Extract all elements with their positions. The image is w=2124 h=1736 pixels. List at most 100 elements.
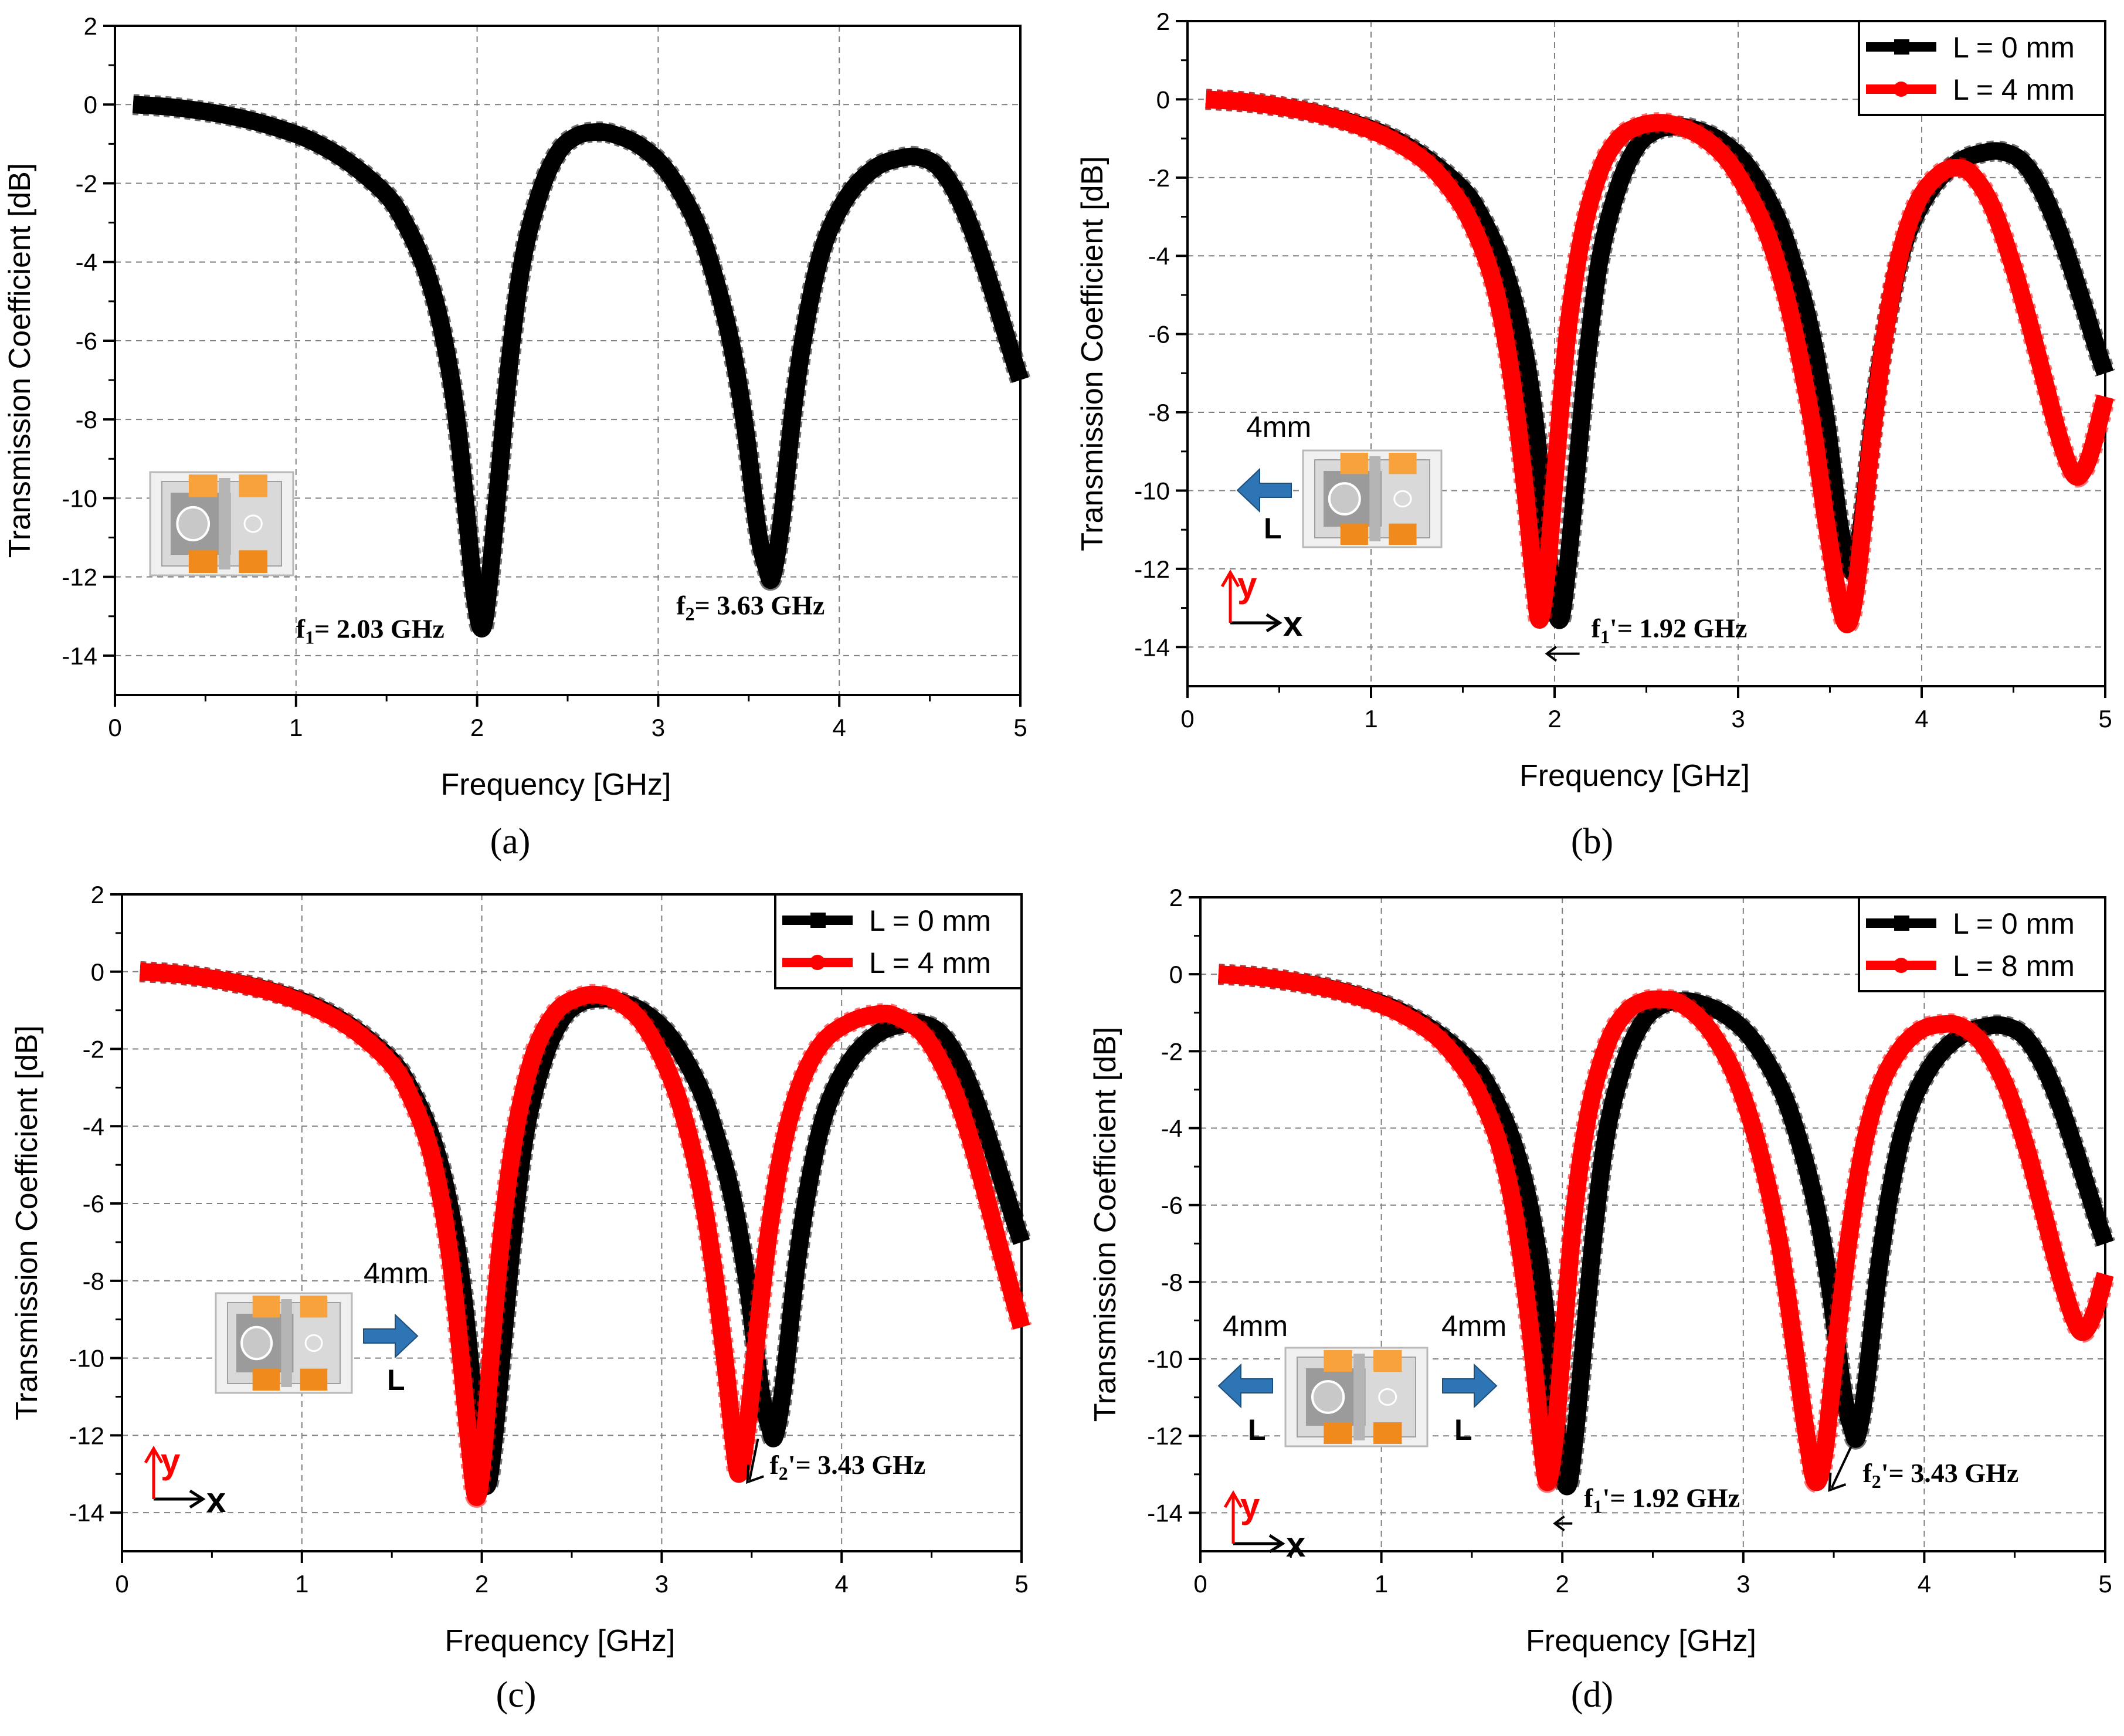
x-tick-label: 4 (833, 714, 846, 741)
device-pad-top (239, 474, 268, 497)
annotation-after: '= 3.43 GHz (788, 1450, 925, 1480)
legend: L = 0 mm L = 8 mm (1858, 896, 2106, 992)
y-axis-indicator-head (1223, 1490, 1243, 1508)
x-axis-indicator-label: x (1283, 604, 1302, 643)
annotation-arrow (1830, 1446, 1852, 1489)
arrow-left-icon (1236, 467, 1292, 513)
x-axis-indicator-label: x (1286, 1525, 1305, 1564)
x-axis-indicator-head (189, 1489, 206, 1509)
move-label: L (387, 1364, 405, 1396)
annotation-main: f (1862, 1458, 1872, 1488)
annotation-main: f (296, 614, 306, 644)
annotation-frequency: f1= 2.03 GHz (296, 614, 445, 648)
annotation-after: '= 3.43 GHz (1881, 1458, 2018, 1488)
annotation-main: f (676, 590, 686, 620)
x-tick-label: 4 (1918, 1570, 1931, 1598)
device-pad-bottom (300, 1368, 328, 1391)
device-ring-small (243, 514, 263, 533)
x-tick-label: 3 (655, 1570, 669, 1598)
y-tick-label: -4 (83, 1113, 104, 1140)
y-axis-label: Transmission Coefficient [dB] (1075, 156, 1109, 551)
device-pad-top (188, 474, 218, 497)
series-line (139, 962, 1030, 1506)
inset-schematic: 4mm 4mm L Lxy (1217, 1310, 1507, 1564)
y-tick-label: -2 (1148, 164, 1170, 192)
legend-marker (1894, 958, 1909, 973)
chart-panel-b: 0 1 2 3 4 5 2 0 -2 -4 -6 -8 -10 -12 -14 Frequency [GHz]… (1075, 8, 2116, 862)
legend-marker (810, 913, 826, 928)
annotation-after: '= 1.92 GHz (1610, 613, 1747, 643)
device-ring-large (176, 506, 211, 542)
annotation-after: = 2.03 GHz (314, 614, 445, 644)
x-tick-label: 0 (1193, 1570, 1207, 1598)
y-tick-label: 2 (1169, 884, 1183, 911)
x-tick-label: 5 (2098, 1570, 2112, 1598)
x-tick-label: 0 (115, 1570, 128, 1598)
annotation-arrow-head (746, 1464, 764, 1484)
legend-box (1858, 20, 2106, 116)
y-axis-indicator-label: y (1240, 1486, 1260, 1525)
annotation-sub: 2 (686, 603, 695, 624)
y-tick-label: -6 (1161, 1192, 1183, 1219)
panel-caption: (d) (1571, 1675, 1613, 1715)
annotation-frequency: f2'= 3.43 GHz (746, 1438, 925, 1484)
legend: L = 0 mm L = 4 mm (1858, 20, 2106, 116)
annotation-main: f (769, 1450, 779, 1480)
y-tick-label: -12 (1134, 555, 1170, 583)
annotation-arrow-head (1545, 646, 1558, 662)
device-pad-top (1324, 1350, 1352, 1372)
y-axis-label: Transmission Coefficient [dB] (1088, 1027, 1122, 1422)
y-tick-label: -2 (76, 169, 97, 197)
annotation-arrow-head (1828, 1472, 1847, 1492)
x-tick-label: 5 (1015, 1570, 1028, 1598)
device-ring-small (1378, 1388, 1397, 1406)
y-tick-label: -10 (1134, 477, 1170, 504)
x-tick-label: 1 (289, 714, 303, 741)
device-ring-large (240, 1325, 273, 1361)
y-tick-label: -8 (83, 1267, 104, 1295)
y-tick-label: 0 (1156, 86, 1170, 113)
annotation-frequency: f2'= 3.43 GHz (1828, 1446, 2018, 1492)
dimension-label: 4mm (1246, 411, 1311, 443)
y-axis-label: Transmission Coefficient [dB] (10, 1025, 44, 1420)
device-pad-bottom (1389, 523, 1417, 545)
y-tick-label: -14 (62, 642, 97, 670)
series-curve (132, 94, 1031, 639)
y-tick-label: -6 (1148, 321, 1170, 348)
dimension-label: 4mm (364, 1257, 429, 1290)
x-tick-label: 4 (1915, 705, 1928, 733)
device-pad-bottom (1340, 523, 1368, 545)
x-tick-label: 3 (1731, 705, 1745, 733)
y-tick-label: -6 (83, 1190, 104, 1218)
y-tick-label: -12 (1147, 1422, 1183, 1450)
annotation-arrow (748, 1438, 759, 1480)
device-pad-bottom (252, 1368, 280, 1391)
dimension-label-right: 4mm (1441, 1310, 1507, 1342)
series-marker-band (1217, 964, 2116, 1493)
device-pad-bottom (188, 550, 218, 573)
annotation-arrow-head (1553, 1515, 1565, 1532)
y-axis-indicator-label: y (161, 1442, 181, 1481)
device-center-strip (1369, 456, 1381, 541)
move-label: L (1264, 512, 1282, 545)
chart-panel-d: 0 1 2 3 4 5 2 0 -2 -4 -6 -8 -10 -12 -14 Frequency [GHz]… (1088, 884, 2116, 1715)
move-label-left: L (1248, 1413, 1266, 1446)
legend-label: L = 0 mm (1953, 907, 2075, 940)
x-tick-label: 0 (108, 714, 121, 741)
annotation-sub: 1 (1600, 626, 1610, 647)
x-axis-label: Frequency [GHz] (1526, 1624, 1756, 1658)
y-tick-label: -6 (76, 327, 97, 355)
x-tick-label: 1 (1375, 1570, 1388, 1598)
x-tick-label: 5 (1013, 714, 1027, 741)
device-pad-bottom (1373, 1422, 1402, 1444)
x-tick-label: 3 (1736, 1570, 1750, 1598)
legend-marker (1894, 916, 1909, 931)
legend: L = 0 mm L = 4 mm (774, 893, 1023, 989)
legend-marker (1894, 82, 1909, 97)
y-tick-label: 0 (1169, 961, 1183, 988)
annotation-sub: 1 (305, 627, 314, 648)
y-tick-label: -14 (1147, 1499, 1183, 1527)
y-tick-label: 2 (91, 881, 104, 908)
dimension-label-left: 4mm (1223, 1310, 1288, 1342)
